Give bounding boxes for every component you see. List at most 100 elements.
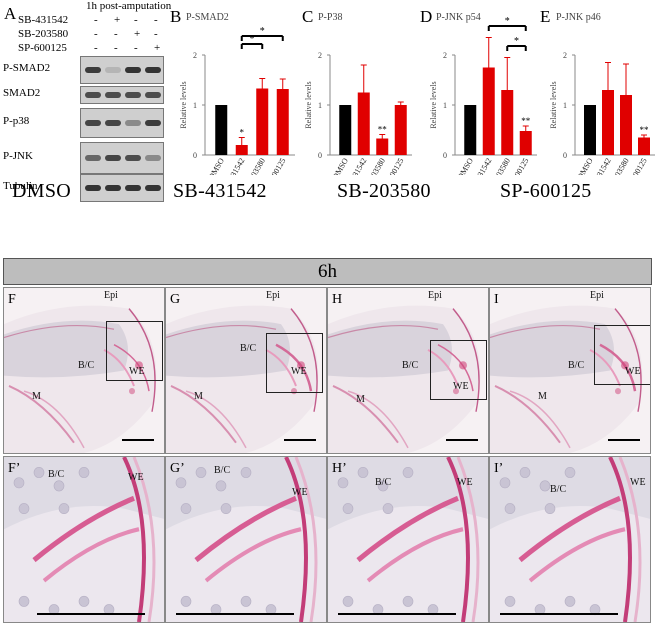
blot-band xyxy=(105,67,121,73)
panel-letter: F xyxy=(8,292,16,307)
y-axis-label: Relative levels xyxy=(549,81,558,128)
chart-letter: E xyxy=(540,7,550,26)
label-m: M xyxy=(356,394,365,405)
time-banner: 6h xyxy=(3,258,652,285)
time-banner-label: 6h xyxy=(318,261,337,282)
y-tick-label: 0 xyxy=(563,151,567,160)
label-epi: Epi xyxy=(104,290,118,301)
y-axis-label: Relative levels xyxy=(304,81,313,128)
blot-band xyxy=(105,155,121,161)
panel-letter: I’ xyxy=(494,461,504,476)
chart-letter: B xyxy=(170,7,181,26)
chart-title: P-JNK p46 xyxy=(556,12,601,23)
significance-mark: ** xyxy=(521,116,531,126)
treatment-mark: - xyxy=(94,14,98,26)
label-m: M xyxy=(194,391,203,402)
significance-mark: * xyxy=(240,128,245,138)
category-label: DMSO xyxy=(456,156,475,175)
panel-letter: I xyxy=(494,292,499,307)
zoom-region-box xyxy=(594,325,650,385)
category-label: DMSO xyxy=(331,156,350,175)
blot-band xyxy=(145,185,161,191)
histology-zoom-panel: G’ B/C WE xyxy=(165,456,327,623)
bar xyxy=(256,88,269,155)
label-epi: Epi xyxy=(266,290,280,301)
treatment-mark: - xyxy=(114,28,118,40)
zoom-region-box xyxy=(430,340,487,400)
treatment-name: SP-600125 xyxy=(18,42,67,54)
chart-title: P-JNK p54 xyxy=(436,12,481,23)
y-axis-label: Relative levels xyxy=(179,81,188,128)
y-tick-label: 1 xyxy=(563,101,567,110)
bar xyxy=(638,137,650,155)
label-bc: B/C xyxy=(402,360,419,371)
col-header-sb203580: SB-203580 xyxy=(337,180,431,202)
bar xyxy=(394,105,407,155)
treatment-mark: - xyxy=(114,42,118,54)
label-we: WE xyxy=(457,477,473,488)
treatment-name: SB-203580 xyxy=(18,28,69,40)
bracket-label: * xyxy=(505,16,510,27)
label-bc: B/C xyxy=(568,360,585,371)
treatment-mark: - xyxy=(94,28,98,40)
panel-letter: G xyxy=(170,292,181,307)
blot-strip xyxy=(80,174,164,202)
label-we: WE xyxy=(128,472,144,483)
blot-strip xyxy=(80,86,164,104)
chart-title: P-P38 xyxy=(318,12,342,23)
y-tick-label: 1 xyxy=(443,101,447,110)
bracket-label: * xyxy=(250,34,255,45)
chart-letter: D xyxy=(420,7,432,26)
bar xyxy=(584,105,596,155)
label-we: WE xyxy=(630,477,646,488)
col-header-sp600125: SP-600125 xyxy=(500,180,592,202)
y-tick-label: 0 xyxy=(443,151,447,160)
blot-band xyxy=(105,120,121,126)
scale-bar xyxy=(122,439,154,441)
label-we: WE xyxy=(291,366,307,377)
blot-label: P-JNK xyxy=(3,150,33,162)
histology-zoom-panel: H’ B/C WE xyxy=(327,456,489,623)
y-tick-label: 0 xyxy=(318,151,322,160)
label-bc: B/C xyxy=(550,484,567,495)
blot-label: P-SMAD2 xyxy=(3,62,51,74)
blot-strip xyxy=(80,142,164,174)
blot-band xyxy=(85,185,101,191)
chart-letter: C xyxy=(302,7,313,26)
significance-mark: ** xyxy=(378,125,388,135)
category-label: DMSO xyxy=(575,156,594,175)
bar xyxy=(339,105,352,155)
bar xyxy=(357,92,370,155)
blot-band xyxy=(85,67,101,73)
y-tick-label: 2 xyxy=(443,51,447,60)
scale-bar xyxy=(608,439,640,441)
bar xyxy=(501,90,514,155)
label-we: WE xyxy=(129,366,145,377)
histology-panel: F Epi B/C WE M xyxy=(3,287,165,454)
panel-letter: G’ xyxy=(170,461,185,476)
histology-panel: H Epi B/C WE M xyxy=(327,287,489,454)
blot-band xyxy=(125,67,141,73)
y-tick-label: 1 xyxy=(318,101,322,110)
blot-band xyxy=(85,120,101,126)
blot-band xyxy=(85,155,101,161)
blot-band xyxy=(145,120,161,126)
label-bc: B/C xyxy=(78,360,95,371)
blot-band xyxy=(105,92,121,98)
blot-band xyxy=(145,92,161,98)
label-we: WE xyxy=(453,381,469,392)
scale-bar xyxy=(446,439,478,441)
scale-bar xyxy=(284,439,316,441)
blot-strip xyxy=(80,108,164,138)
bar xyxy=(464,105,477,155)
y-tick-label: 2 xyxy=(563,51,567,60)
label-bc: B/C xyxy=(240,343,257,354)
y-tick-label: 2 xyxy=(318,51,322,60)
y-tick-label: 0 xyxy=(193,151,197,160)
blot-band xyxy=(145,155,161,161)
panel-letter: F’ xyxy=(8,461,21,476)
treatment-mark: + xyxy=(154,42,161,54)
panel-letter: H xyxy=(332,292,343,307)
blot-strip xyxy=(80,56,164,84)
blot-band xyxy=(105,185,121,191)
